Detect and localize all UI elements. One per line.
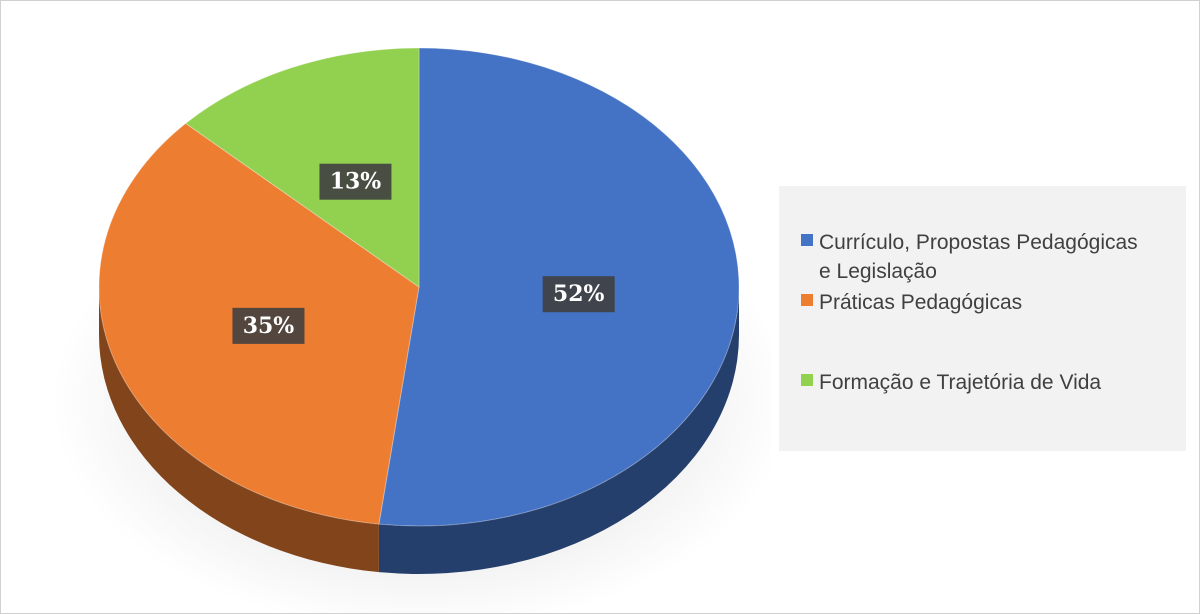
value-label: 52% [553,281,605,307]
legend-entry: Práticas Pedagógicas [801,288,1139,317]
legend-label: Práticas Pedagógicas [819,291,1023,314]
label-box [319,163,392,200]
legend-label: Formação e Trajetória de Vida [819,371,1102,394]
legend-swatch [801,374,813,386]
slice-side [99,287,379,573]
value-label: 35% [243,313,295,339]
pie-plot: 52% 35% 13% [51,47,771,613]
legend-swatch [801,234,813,246]
legend-label: Currículo, Propostas Pedagógicas e Legis… [819,231,1138,283]
legend-entry: Currículo, Propostas Pedagógicas e Legis… [801,228,1139,286]
label-box [232,307,305,344]
value-label: 13% [330,169,382,195]
slice-side [378,287,739,574]
slice [184,47,420,288]
legend-swatch [801,294,813,306]
label-box [542,276,615,313]
legend: Currículo, Propostas Pedagógicas e Legis… [779,186,1186,451]
legend-entry: Formação e Trajetória de Vida [801,368,1139,397]
